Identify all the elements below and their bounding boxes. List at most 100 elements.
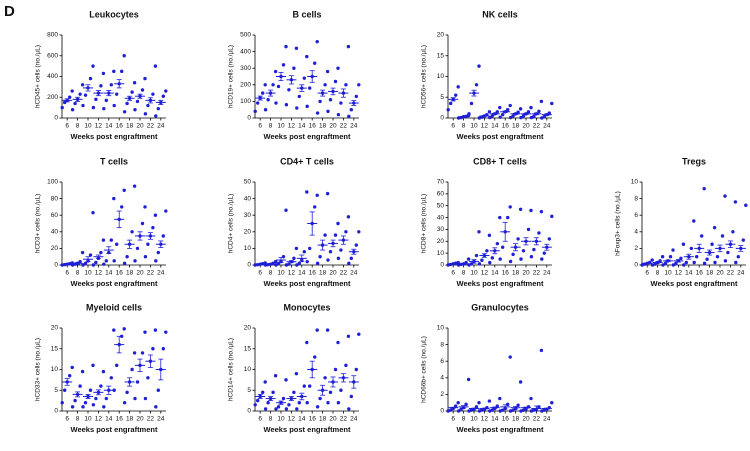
x-tick-label: 6 [65,123,69,130]
dot [101,369,106,374]
dot [305,340,309,345]
y-tick-label: 5 [54,387,58,394]
x-tick-label: 20 [136,123,144,130]
x-tick-label: 18 [512,123,520,130]
dot [284,208,288,212]
dot [80,83,85,87]
dot [346,334,351,338]
y-tick-label: 6 [634,212,638,219]
dot [151,225,155,230]
dot [125,101,129,106]
x-tick-label: 16 [116,270,124,277]
y-tick-label: 0 [247,115,251,122]
x-tick-label: 18 [512,416,520,423]
dot [347,114,351,119]
dot [305,259,309,264]
x-tick-label: 10 [84,416,92,423]
dot [102,405,106,409]
dot [487,110,492,114]
dot [508,259,513,264]
x-axis-label: Weeks post engraftment [651,279,738,288]
x-tick-label: 14 [105,270,113,277]
y-tick-label: 0 [54,262,58,269]
dot [287,403,291,407]
dot [287,88,291,92]
dot [263,108,268,112]
x-tick-label: 12 [481,270,489,277]
dot [104,396,109,401]
dot [684,260,688,265]
dot [70,365,74,370]
dot [78,92,82,96]
x-tick-label: 18 [319,270,327,277]
y-tick-label: 15 [51,345,59,352]
dot [539,209,544,214]
dot [80,369,85,374]
dot [668,255,673,259]
dot [700,234,704,238]
chart-title: Granulocytes [471,302,529,312]
y-axis-label: hCD8+ cells (no./µL) [421,194,428,254]
dot [347,407,351,411]
y-tick-label: 5 [247,387,251,394]
y-tick-label: 20 [244,325,252,332]
x-tick-label: 6 [65,270,69,277]
dot [112,196,116,201]
dot [539,348,544,353]
x-tick-label: 14 [491,416,499,423]
dot [122,327,126,331]
dot [336,401,341,405]
chart-title: CD8+ T cells [473,156,527,166]
dot [102,106,106,111]
dot [122,401,127,405]
dot [325,69,330,74]
dot [70,108,75,112]
y-axis-label: hCD66b+ cells (no./µL) [421,336,428,403]
dot [681,242,686,246]
dot [354,243,358,247]
x-tick-label: 14 [105,416,113,423]
y-tick-label: 20 [51,325,59,332]
dot [154,405,158,409]
dot [516,237,520,241]
dot [537,109,541,114]
x-tick-label: 20 [329,123,337,130]
x-tick-label: 14 [298,123,306,130]
y-tick-label: 10 [244,245,252,252]
dot [532,114,536,119]
y-tick-label: 0 [440,262,444,269]
dot [143,396,148,401]
x-tick-label: 14 [491,270,499,277]
dot [346,215,351,219]
dot [60,401,64,405]
dot [446,108,450,112]
dot [518,207,523,211]
x-tick-label: 24 [350,270,358,277]
x-tick-label: 6 [645,270,649,277]
dot [715,255,720,259]
dot [153,64,158,68]
dot [702,186,706,191]
dot [712,225,717,230]
dot [153,213,158,217]
dot [511,114,515,118]
y-axis-label: hCD45+ cells (no./µL) [35,45,42,108]
x-tick-label: 6 [65,416,69,423]
dot [99,384,103,388]
dot [336,112,341,117]
dot [297,94,301,99]
dot [256,101,260,105]
dot [477,230,481,234]
dot [261,91,265,95]
dot [733,200,738,204]
x-tick-label: 16 [502,416,510,423]
dot [70,89,74,93]
dot [449,101,453,106]
dot [498,396,502,401]
chart-title: B cells [292,9,321,19]
x-tick-label: 10 [277,416,285,423]
x-tick-label: 18 [126,123,134,130]
dot [495,110,499,114]
dot [488,260,492,265]
dot [349,256,353,261]
